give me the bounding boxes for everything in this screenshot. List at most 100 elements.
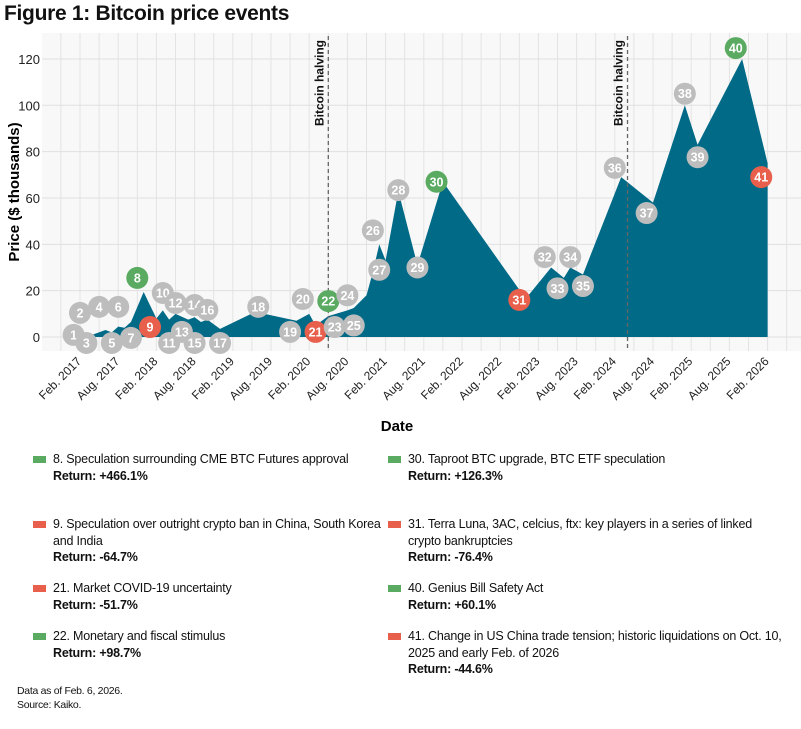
halving-label: Bitcoin halving (312, 40, 326, 126)
event-marker-23: 23 (323, 316, 346, 339)
event-circle (571, 275, 594, 298)
event-circle (546, 277, 569, 300)
event-circle (425, 170, 448, 193)
event-circle (139, 316, 162, 339)
event-number: 26 (366, 224, 380, 238)
legend-text: 31. Terra Luna, 3AC, celcius, ftx: key p… (408, 517, 752, 548)
event-number: 38 (678, 87, 692, 101)
event-marker-16: 16 (196, 298, 219, 321)
event-number: 6 (115, 300, 122, 314)
event-marker-5: 5 (100, 332, 123, 355)
event-number: 21 (309, 325, 323, 339)
event-marker-12: 12 (164, 291, 187, 314)
event-circle (724, 37, 747, 60)
event-marker-3: 3 (75, 332, 98, 355)
y-tick-label: 80 (26, 145, 40, 160)
event-marker-2: 2 (69, 301, 91, 324)
event-marker-36: 36 (603, 156, 626, 179)
event-marker-41: 41 (750, 166, 773, 189)
footnotes: Data as of Feb. 6, 2026. Source: Kaiko. (17, 684, 123, 712)
event-number: 18 (251, 300, 265, 314)
event-circle (183, 332, 206, 355)
event-circle (533, 246, 556, 269)
legend-return: Return: +60.1% (408, 597, 496, 612)
event-marker-28: 28 (387, 179, 410, 202)
event-number: 12 (169, 296, 183, 310)
legend-item: 9. Speculation over outright crypto ban … (33, 516, 388, 580)
event-number: 11 (163, 337, 176, 351)
event-circle (368, 258, 391, 281)
legend-item: 8. Speculation surrounding CME BTC Futur… (33, 451, 388, 516)
event-marker-25: 25 (342, 314, 365, 337)
legend-return: Return: -51.7% (53, 597, 138, 612)
price-area-fill (92, 58, 768, 338)
event-marker-37: 37 (635, 202, 658, 225)
legend-item: 41. Change in US China trade tension; hi… (388, 628, 788, 678)
legend-text: 22. Monetary and fiscal stimulus (53, 629, 226, 643)
event-circle (291, 288, 314, 311)
event-circle (100, 332, 123, 355)
figure-title: Figure 1: Bitcoin price events (4, 2, 290, 25)
legend-swatch (33, 633, 46, 640)
event-circle (164, 291, 187, 314)
event-number: 40 (729, 42, 743, 56)
legend-text: 9. Speculation over outright crypto ban … (53, 517, 381, 548)
event-marker-15: 15 (183, 332, 206, 355)
legend-item: 22. Monetary and fiscal stimulus Return: … (33, 628, 388, 678)
event-number: 20 (296, 293, 310, 307)
legend-body: 40. Genius Bill Safety Act Return: +60.1% (408, 580, 543, 613)
y-tick-labels: 0 20 40 60 80 100 120 (18, 52, 40, 345)
legend-return: Return: -76.4% (408, 550, 493, 564)
event-marker-39: 39 (686, 146, 709, 169)
event-marker-35: 35 (571, 275, 594, 298)
y-tick-label: 20 (26, 284, 40, 299)
event-circle (247, 295, 270, 318)
event-marker-29: 29 (406, 256, 429, 279)
event-circle (209, 332, 232, 355)
event-marker-9: 9 (139, 316, 162, 339)
y-tick-label: 100 (18, 98, 40, 113)
price-area (92, 58, 768, 338)
event-number: 16 (200, 303, 214, 317)
event-circle (406, 256, 429, 279)
event-marker-38: 38 (673, 82, 696, 105)
event-number: 9 (147, 321, 154, 335)
legend-swatch (33, 585, 46, 592)
event-circle (508, 288, 531, 311)
event-number: 13 (175, 325, 189, 339)
event-circle (635, 202, 658, 225)
event-number: 19 (283, 325, 297, 339)
event-number: 7 (127, 331, 134, 345)
event-number: 37 (640, 207, 654, 221)
legend-body: 30. Taproot BTC upgrade, BTC ETF specula… (408, 451, 665, 484)
event-number: 31 (512, 293, 526, 307)
y-axis-label: Price ($ thousands) (6, 122, 23, 261)
event-number: 15 (188, 337, 202, 351)
legend-return: Return: +466.1% (53, 468, 148, 483)
event-circle (673, 82, 696, 105)
event-number: 35 (576, 280, 590, 294)
event-marker-31: 31 (508, 288, 531, 311)
event-marker-22: 22 (317, 290, 340, 313)
halving-label: Bitcoin halving (612, 40, 626, 126)
legend-body: 8. Speculation surrounding CME BTC Futur… (53, 451, 349, 484)
legend-item: 30. Taproot BTC upgrade, BTC ETF specula… (388, 451, 788, 516)
legend-body: 21. Market COVID-19 uncertainty Return: -… (53, 580, 232, 613)
data-date-note: Data as of Feb. 6, 2026. (17, 685, 123, 697)
event-marker-17: 17 (209, 332, 232, 355)
event-circle (119, 326, 142, 349)
legend-text: 30. Taproot BTC upgrade, BTC ETF specula… (408, 452, 666, 466)
event-marker-34: 34 (559, 246, 582, 269)
y-tick-label: 0 (33, 330, 40, 345)
event-number: 28 (391, 184, 405, 198)
event-markers: 1234567891011121314151617181920212223242… (62, 37, 773, 355)
event-number: 2 (77, 306, 84, 320)
legend-swatch (33, 456, 46, 463)
legend-return: Return: -64.7% (53, 550, 138, 564)
legend-item: 31. Terra Luna, 3AC, celcius, ftx: key p… (388, 516, 788, 580)
event-number: 34 (563, 251, 577, 265)
legend-body: 22. Monetary and fiscal stimulus Return: … (53, 628, 225, 661)
legend-swatch (33, 521, 46, 528)
event-marker-27: 27 (368, 258, 391, 281)
